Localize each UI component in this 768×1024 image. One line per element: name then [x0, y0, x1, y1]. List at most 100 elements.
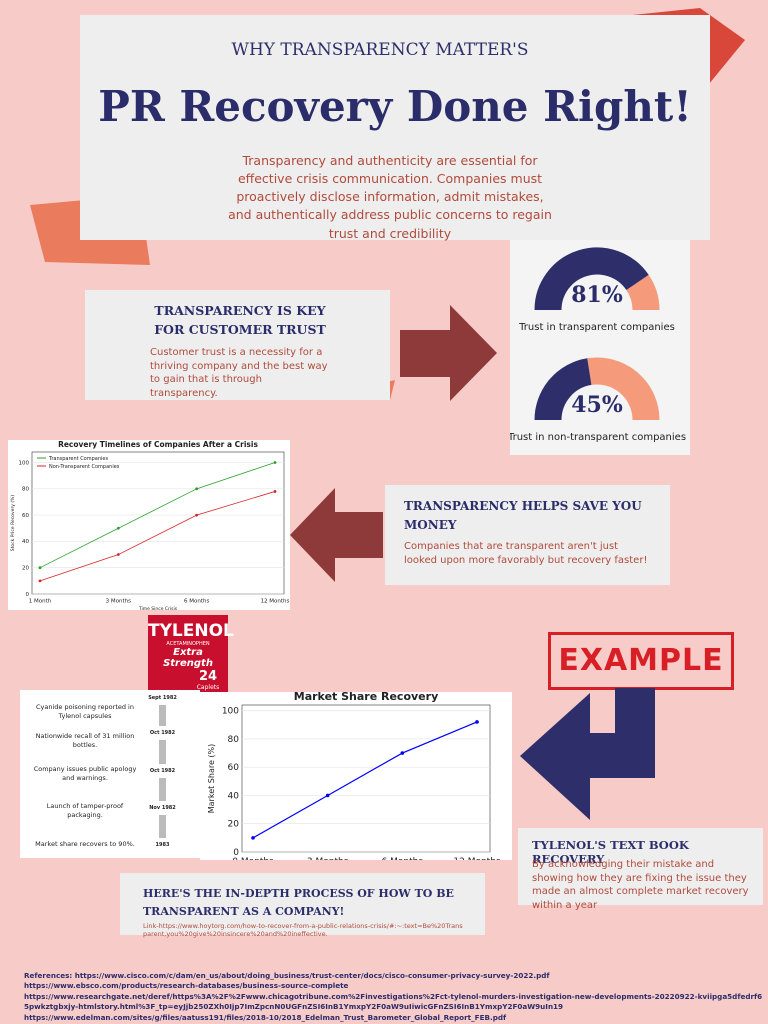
- timeline-arrow: [159, 778, 166, 801]
- ingredient: ACETAMINOPHEN: [166, 641, 210, 647]
- data-point: [273, 490, 277, 493]
- x-tick-label: 6 Months: [382, 857, 424, 860]
- arrow-right: [400, 305, 497, 401]
- y-axis-label: Stock Price Recovery (%): [10, 495, 16, 552]
- y-tick-label: 60: [22, 513, 29, 519]
- y-axis-label: Market Share (%): [207, 744, 216, 814]
- reference: https://www.ebsco.com/products/research-…: [24, 981, 349, 991]
- legend-label: Non-Transparent Companies: [49, 464, 120, 470]
- process-link: Link-https://www.hoytorg.com/how-to-reco…: [143, 922, 463, 938]
- trust-title: TRANSPARENCY IS KEY FOR CUSTOMER TRUST: [154, 303, 326, 337]
- timeline-card: [20, 690, 200, 858]
- tylenol-title: TYLENOL'S TEXT BOOK RECOVERY: [532, 838, 689, 866]
- market-chart: Market Share Recovery 0 20 40 60 80 100 0 Month…: [207, 692, 501, 860]
- x-tick-label: 1 Month: [29, 599, 52, 605]
- data-point: [195, 487, 199, 491]
- gauge-caption: Trust in transparent companies: [518, 322, 675, 333]
- gauges: 81% Trust in transparent companies 45% Trus…: [510, 247, 686, 443]
- kicker: WHY TRANSPARENCY MATTER'S: [231, 40, 529, 60]
- data-point: [116, 526, 120, 530]
- timeline-date: Oct 1982: [149, 730, 176, 736]
- reference: https://www.researchgate.net/deref/https…: [24, 991, 763, 1012]
- data-point: [195, 513, 199, 517]
- y-tick-label: 0: [26, 592, 30, 598]
- x-tick-label: 12 Months: [453, 857, 501, 860]
- timeline-event: Market share recovers to 90%.: [35, 840, 135, 848]
- money-card: [385, 485, 670, 585]
- header-card: [80, 15, 710, 240]
- plot-frame: [31, 451, 285, 595]
- gauge-label: 45%: [571, 392, 623, 418]
- timeline-date: 1983: [155, 842, 170, 848]
- series-line: [39, 462, 276, 569]
- recovery-chart: Recovery Timelines of Companies After a …: [10, 440, 290, 610]
- data-point: [273, 461, 277, 464]
- chart-title: Recovery Timelines of Companies After a …: [58, 440, 258, 449]
- process-card: [120, 873, 485, 935]
- intro: Transparency and authenticity are essent…: [228, 153, 552, 241]
- gauge-value: [534, 358, 593, 421]
- gauge-track: [587, 357, 660, 421]
- data-point: [400, 751, 405, 755]
- y-tick-label: 100: [19, 460, 30, 466]
- x-tick-label: 3 Months: [307, 857, 349, 860]
- series-line: [39, 491, 276, 582]
- market-chart-card: [200, 692, 512, 860]
- trust-text: Customer trust is a necessity for a thri…: [150, 347, 328, 399]
- y-tick-label: 20: [22, 566, 29, 572]
- data-point: [116, 553, 120, 556]
- brand: TYLENOL: [148, 621, 234, 641]
- y-tick-label: 100: [222, 707, 239, 717]
- money-text: Companies that are transparent aren't ju…: [404, 541, 648, 566]
- count: 24: [198, 669, 218, 684]
- arrow-blue: [520, 688, 655, 820]
- timeline-event: Company issues public apology and warnin…: [33, 765, 137, 783]
- chart-title: Market Share Recovery: [294, 692, 439, 703]
- gauge-caption: Trust in non-transparent companies: [510, 432, 686, 443]
- x-tick-label: 3 Months: [106, 599, 131, 605]
- reference: https://www.edelman.com/sites/g/files/aa…: [24, 1012, 507, 1022]
- x-tick-label: 6 Months: [184, 599, 209, 605]
- y-tick-label: 20: [228, 820, 240, 830]
- x-axis-label: Time Since Crisis: [138, 606, 178, 610]
- y-tick-label: 80: [228, 735, 240, 745]
- timeline-event: Nationwide recall of 31 million bottles.: [35, 732, 135, 750]
- reference: References: https://www.cisco.com/c/dam/…: [24, 971, 550, 980]
- timeline-event: Launch of tamper-proof packaging.: [46, 802, 124, 820]
- tylenol-card: [518, 828, 763, 905]
- unit: Caplets: [196, 684, 220, 691]
- example-stamp: EXAMPLE: [548, 632, 734, 690]
- timeline-arrow: [159, 740, 166, 764]
- timeline-date: Nov 1982: [149, 805, 176, 811]
- timeline-arrow: [159, 705, 166, 726]
- gauge-label: 81%: [571, 282, 623, 308]
- data-point: [475, 720, 479, 724]
- process-title: HERE'S THE IN-DEPTH PROCESS OF HOW TO BE…: [143, 887, 454, 918]
- legend-label: Transparent Companies: [48, 456, 108, 462]
- data-point: [251, 836, 255, 840]
- timeline-date: Sept 1982: [148, 695, 177, 701]
- arrow-left: [290, 488, 383, 582]
- y-tick-label: 60: [228, 763, 240, 773]
- trust-card: [85, 290, 390, 400]
- gauge-value: [534, 247, 649, 311]
- references: References: https://www.cisco.com/c/dam/…: [24, 971, 764, 1023]
- x-tick-label: 0 Months: [232, 857, 274, 860]
- y-tick-label: 80: [22, 487, 29, 493]
- data-point: [38, 579, 42, 583]
- timeline-date: Oct 1982: [149, 768, 176, 774]
- y-tick-label: 40: [22, 539, 29, 545]
- y-tick-label: 0: [233, 848, 239, 858]
- series-line: [252, 721, 478, 839]
- product-box: TYLENOL ACETAMINOPHEN Extra Strength 24 …: [148, 615, 234, 693]
- timeline-event: Cyanide poisoning reported in Tylenol ca…: [36, 703, 134, 721]
- plot-frame: [241, 704, 491, 853]
- timeline-arrow: [159, 815, 166, 838]
- data-point: [38, 566, 42, 570]
- data-point: [325, 793, 330, 798]
- tylenol-text: By acknowledging their mistake and showi…: [532, 859, 749, 911]
- money-title: TRANSPARENCY HELPS SAVE YOU MONEY: [404, 499, 642, 533]
- gauge-track: [626, 274, 660, 311]
- strength: Extra Strength: [163, 647, 213, 669]
